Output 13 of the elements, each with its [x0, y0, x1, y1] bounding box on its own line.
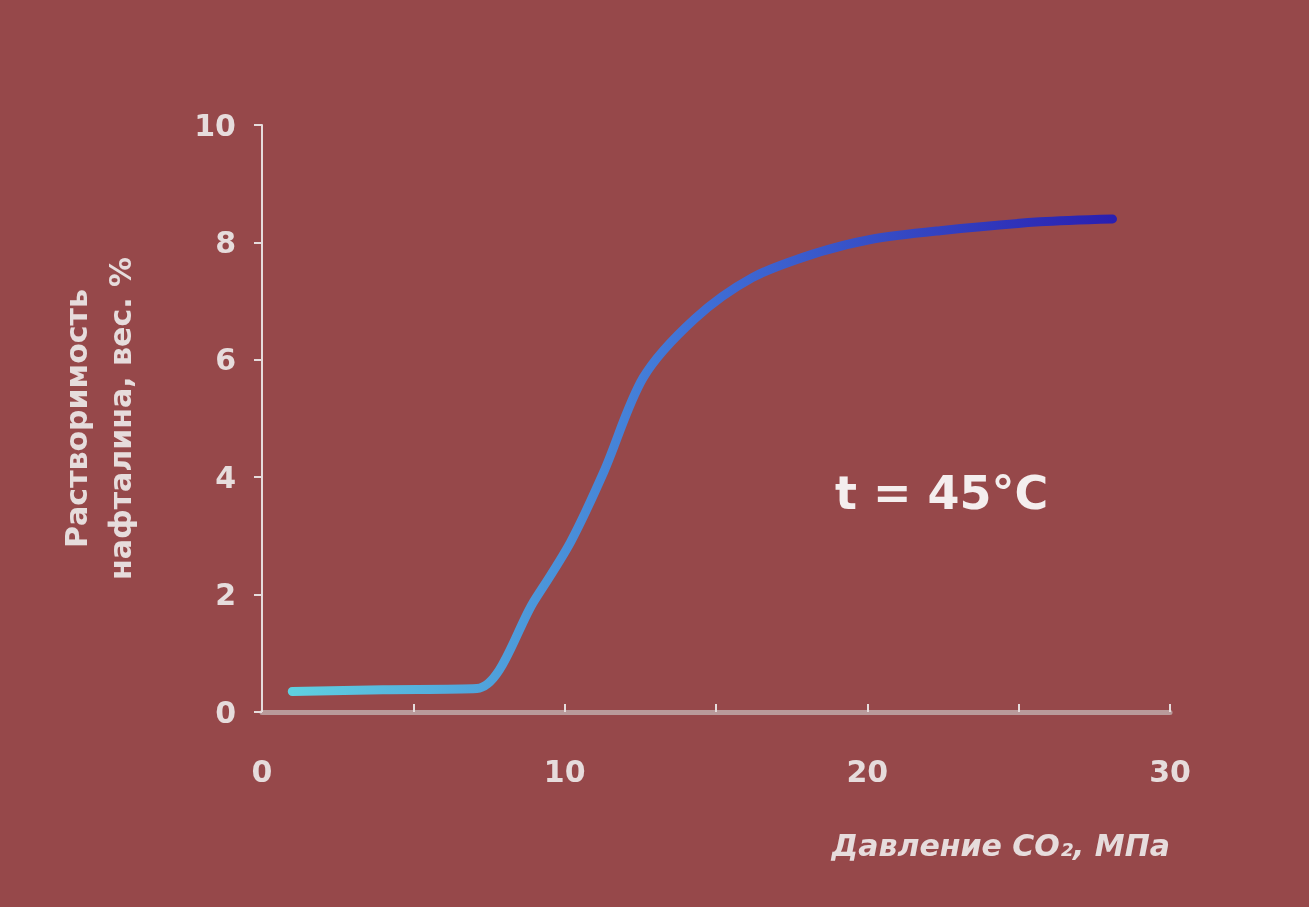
x-tick-label: 30 [1149, 753, 1191, 789]
y-tick-label: 6 [215, 342, 236, 378]
y-tick-label: 10 [194, 107, 236, 143]
x-tick-label: 10 [543, 753, 586, 789]
x-tick-label: 20 [846, 753, 889, 789]
y-tick-label: 2 [215, 577, 236, 613]
annotation: t = 45°C [835, 466, 1049, 520]
y-tick-label: 8 [215, 224, 236, 260]
x-axis-title: Давление CO₂, МПа [830, 827, 1170, 863]
y-axis-title: Растворимость нафталина, вес. % [58, 256, 138, 581]
y-tick-label: 4 [215, 459, 236, 495]
x-tick-label: 0 [251, 753, 273, 789]
y-tick-label: 0 [215, 694, 236, 730]
